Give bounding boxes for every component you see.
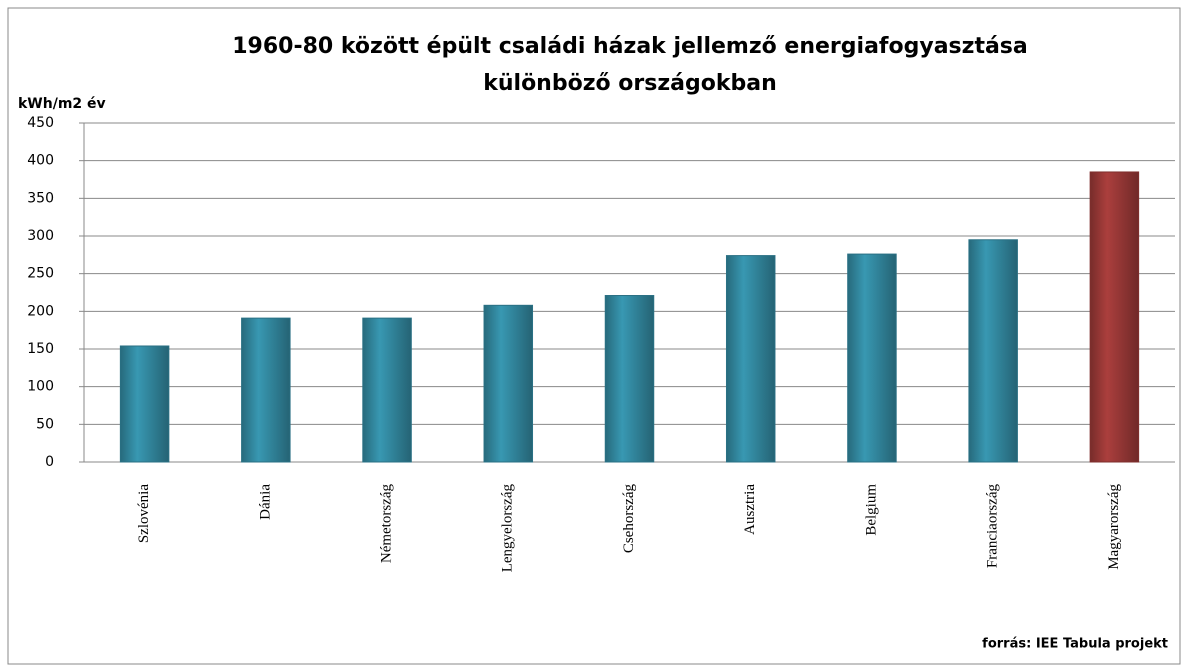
bar <box>968 239 1018 463</box>
bar <box>725 255 776 463</box>
y-tick-label: 100 <box>27 379 54 395</box>
x-tick-label: Dánia <box>257 484 273 520</box>
bar <box>119 345 170 463</box>
y-tick-label: 350 <box>27 190 54 206</box>
x-tick-label: Belgium <box>863 484 879 536</box>
x-tick-label: Magyarország <box>1106 484 1122 570</box>
bar <box>847 253 897 463</box>
y-tick-label: 300 <box>27 228 54 244</box>
bar <box>241 317 291 463</box>
x-tick-label: Lengyelország <box>500 484 516 573</box>
bar <box>604 295 655 463</box>
y-tick-label: 450 <box>27 115 54 131</box>
chart-title: 1960-80 között épült családi házak jelle… <box>232 34 1028 59</box>
bar <box>483 304 534 463</box>
x-tick-label: Franciaország <box>985 484 1001 569</box>
x-tick-label: Szlovénia <box>136 484 152 543</box>
source-note: forrás: IEE Tabula projekt <box>982 637 1168 652</box>
y-tick-label: 400 <box>27 153 54 169</box>
chart-title: különböző országokban <box>483 71 777 96</box>
bar <box>1089 171 1140 463</box>
y-axis-label: kWh/m2 év <box>18 96 106 112</box>
x-tick-label: Németország <box>378 484 394 564</box>
y-tick-label: 150 <box>27 341 54 357</box>
y-tick-label: 0 <box>45 454 54 470</box>
y-tick-label: 200 <box>27 303 54 319</box>
y-tick-label: 50 <box>36 416 54 432</box>
y-tick-label: 250 <box>27 266 54 282</box>
bar <box>362 317 412 463</box>
x-tick-label: Csehország <box>621 484 637 554</box>
x-tick-label: Ausztria <box>742 484 758 535</box>
